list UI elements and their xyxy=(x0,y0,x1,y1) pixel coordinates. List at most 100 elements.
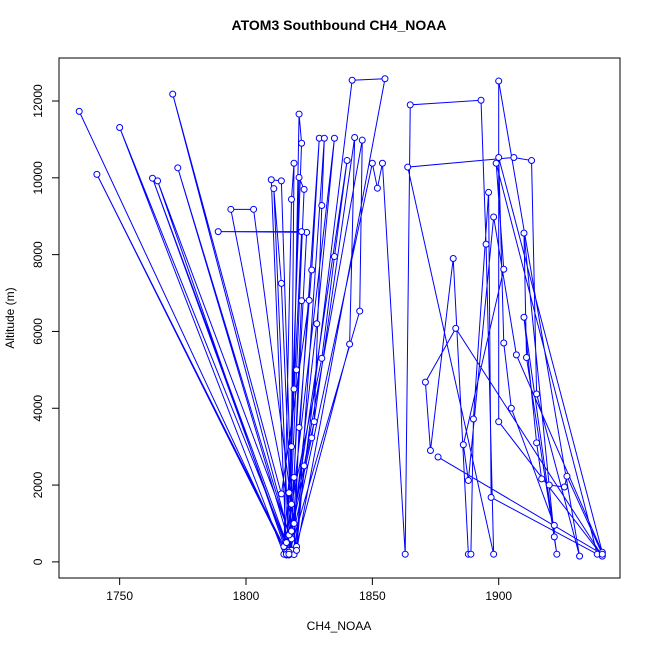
data-point xyxy=(250,205,258,213)
data-point xyxy=(287,527,295,535)
data-point xyxy=(490,213,498,221)
y-tick-label: 2000 xyxy=(31,471,45,498)
data-point xyxy=(523,354,530,362)
data-point xyxy=(277,490,285,498)
data-point xyxy=(290,519,298,527)
data-point xyxy=(290,473,298,481)
data-point xyxy=(533,390,541,398)
data-point xyxy=(295,423,303,431)
data-point xyxy=(550,533,558,541)
data-point xyxy=(305,296,313,304)
y-axis-label: Altitude (m) xyxy=(3,287,17,348)
data-point xyxy=(533,439,541,447)
y-tick-label: 8000 xyxy=(31,241,45,268)
x-tick-label: 1800 xyxy=(233,589,260,603)
data-point xyxy=(287,443,295,451)
data-point xyxy=(298,228,306,236)
data-point xyxy=(520,229,528,237)
data-point xyxy=(169,90,177,98)
data-point xyxy=(214,228,222,236)
x-tick-label: 1850 xyxy=(359,589,386,603)
x-axis-label: CH4_NOAA xyxy=(307,619,372,633)
data-point xyxy=(495,77,503,85)
data-point xyxy=(308,266,316,274)
data-point xyxy=(406,101,414,109)
data-point xyxy=(404,163,412,171)
data-point xyxy=(293,366,301,374)
data-point xyxy=(467,550,475,558)
data-point xyxy=(290,159,298,167)
data-point xyxy=(464,476,472,484)
data-point xyxy=(490,550,498,558)
data-point xyxy=(227,205,235,213)
data-point xyxy=(492,159,500,167)
data-point xyxy=(563,472,571,480)
data-point xyxy=(298,297,306,305)
data-point xyxy=(277,279,285,287)
data-point xyxy=(500,265,508,273)
data-point xyxy=(421,378,429,386)
data-point xyxy=(368,159,376,167)
y-tick-label: 0 xyxy=(31,558,45,565)
data-point xyxy=(512,351,520,359)
data-point xyxy=(356,307,364,315)
data-point xyxy=(154,177,162,185)
data-point xyxy=(320,134,328,142)
data-point xyxy=(75,107,83,115)
data-point xyxy=(293,546,301,554)
data-point xyxy=(449,254,457,262)
data-point xyxy=(495,153,503,161)
data-point xyxy=(452,324,460,332)
plot-frame xyxy=(58,57,621,579)
data-point xyxy=(351,133,359,141)
data-point xyxy=(469,415,477,423)
data-point xyxy=(318,201,326,209)
data-point xyxy=(598,550,606,558)
data-point xyxy=(373,184,381,192)
data-point xyxy=(308,434,316,442)
data-point xyxy=(330,253,338,261)
data-point xyxy=(507,404,515,412)
data-point xyxy=(270,185,278,193)
data-point xyxy=(378,159,386,167)
y-tick-label: 6000 xyxy=(31,318,45,345)
data-point xyxy=(313,320,321,328)
data-point xyxy=(300,185,308,193)
data-point xyxy=(545,481,553,489)
data-point xyxy=(298,139,306,147)
data-point xyxy=(528,157,536,165)
data-point xyxy=(318,354,326,362)
data-point xyxy=(553,550,561,558)
data-point xyxy=(277,177,285,185)
data-point xyxy=(295,110,303,118)
data-point xyxy=(401,550,409,558)
data-point xyxy=(310,418,318,426)
data-point xyxy=(426,446,434,454)
data-point xyxy=(495,418,503,426)
data-point xyxy=(93,170,101,178)
data-point xyxy=(520,313,528,321)
data-point xyxy=(346,340,354,348)
y-tick-label: 10000 xyxy=(31,161,45,195)
data-point xyxy=(510,153,518,161)
data-point xyxy=(538,475,546,483)
data-point xyxy=(287,500,295,508)
data-point xyxy=(285,489,293,497)
data-point xyxy=(300,462,308,470)
data-point xyxy=(287,195,295,203)
data-point xyxy=(285,550,293,558)
data-point xyxy=(434,453,442,461)
data-point xyxy=(560,483,568,491)
data-point xyxy=(358,136,366,144)
data-point xyxy=(550,521,558,529)
data-point xyxy=(116,124,124,132)
data-point xyxy=(343,157,351,165)
data-point xyxy=(381,75,389,83)
data-point xyxy=(576,552,584,560)
data-point xyxy=(282,539,290,547)
data-point xyxy=(330,134,338,142)
chart-title: ATOM3 Southbound CH4_NOAA xyxy=(232,17,447,33)
y-tick-label: 12000 xyxy=(31,84,45,118)
data-point xyxy=(267,176,275,184)
